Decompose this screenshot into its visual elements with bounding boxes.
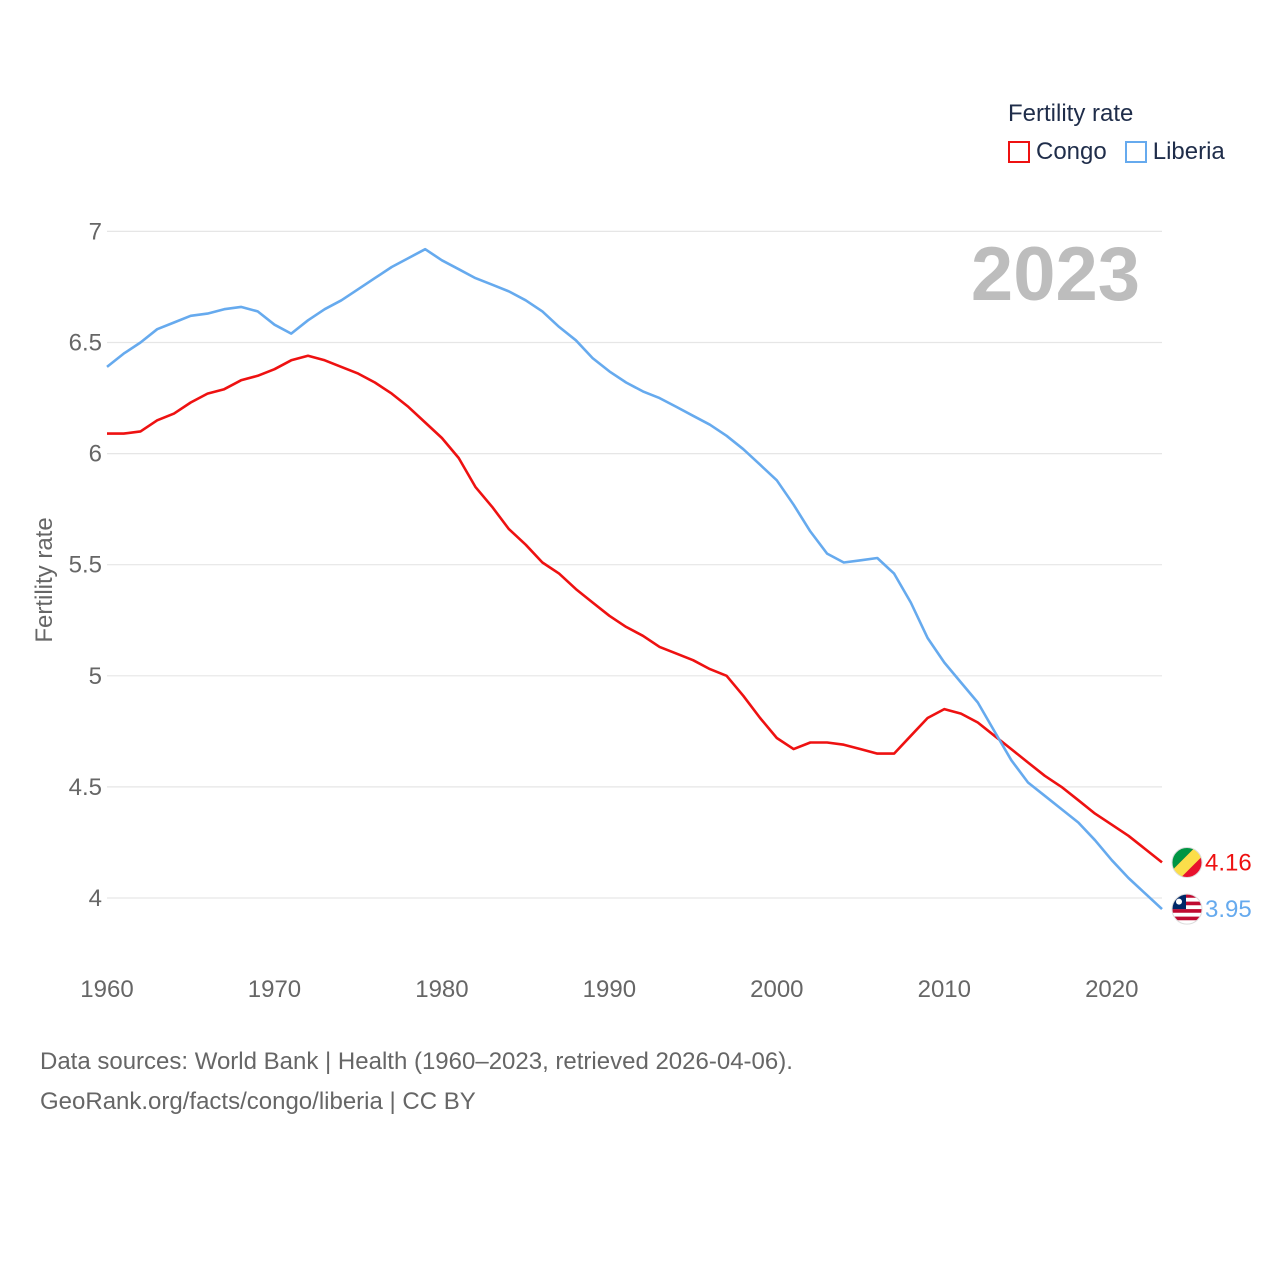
attribution-link[interactable]: GeoRank.org/facts/congo/liberia | CC BY — [40, 1088, 476, 1115]
legend-title: Fertility rate — [1008, 100, 1134, 127]
y-tick-label: 7 — [89, 218, 102, 245]
y-tick-label: 5 — [89, 663, 102, 690]
flag-icon-liberia — [1171, 893, 1203, 925]
legend-label-congo: Congo — [1036, 138, 1107, 165]
legend-swatch-liberia — [1124, 141, 1147, 163]
end-value-label-liberia: 3.95 — [1205, 896, 1252, 923]
x-tick-label: 2010 — [918, 976, 971, 1003]
legend-swatch-congo — [1008, 141, 1030, 163]
x-tick-label: 1990 — [583, 976, 636, 1003]
legend-item-liberia[interactable]: Liberia — [1124, 138, 1225, 166]
grid-lines — [107, 230, 1162, 899]
legend-label-liberia: Liberia — [1152, 138, 1225, 165]
series-lines — [106, 247, 1163, 911]
y-tick-label: 6.5 — [69, 330, 102, 357]
x-tick-label: 2000 — [750, 976, 803, 1003]
x-tick-label: 1980 — [415, 976, 468, 1003]
y-axis-ticks: 4 4.5 5 5.5 6 6.5 7 — [69, 218, 102, 912]
end-value-label-congo: 4.16 — [1205, 849, 1252, 876]
series-line-congo — [107, 354, 1163, 864]
legend: Fertility rate Congo Liberia — [1008, 100, 1225, 166]
y-tick-label: 6 — [89, 441, 102, 468]
x-tick-label: 1970 — [248, 976, 301, 1003]
series-end-markers: 4.16 3.95 — [1171, 846, 1252, 925]
legend-item-congo[interactable]: Congo — [1008, 138, 1107, 166]
footer: Data sources: World Bank | Health (1960–… — [40, 1042, 793, 1122]
data-source-text: Data sources: World Bank | Health (1960–… — [40, 1048, 793, 1075]
y-axis-label: Fertility rate — [31, 517, 58, 642]
x-tick-label: 1960 — [80, 976, 133, 1003]
y-tick-label: 4 — [89, 885, 102, 912]
flag-icon-congo — [1171, 846, 1203, 878]
y-tick-label: 4.5 — [69, 774, 102, 801]
x-tick-label: 2020 — [1085, 976, 1138, 1003]
x-axis-ticks: 1960 1970 1980 1990 2000 2010 2020 — [80, 976, 1138, 1003]
series-line-liberia — [106, 247, 1163, 911]
y-tick-label: 5.5 — [69, 552, 102, 579]
year-label: 2023 — [971, 232, 1140, 317]
